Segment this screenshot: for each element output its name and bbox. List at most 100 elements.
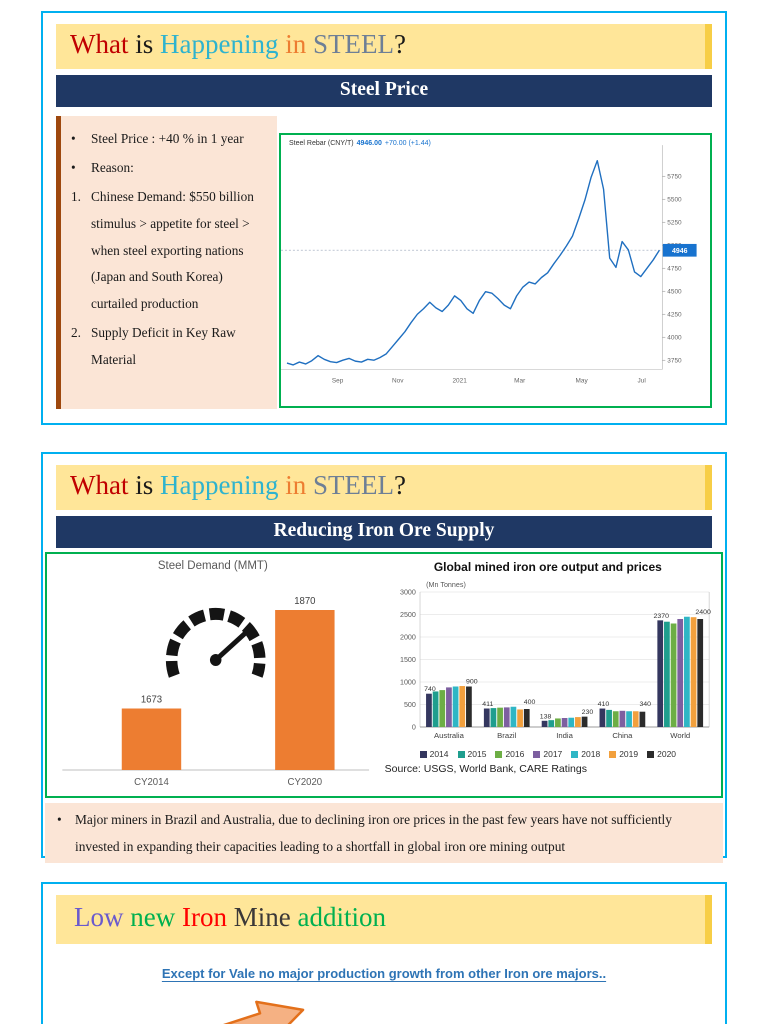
legend-swatch bbox=[609, 750, 617, 758]
svg-text:(Mn Tonnes): (Mn Tonnes) bbox=[426, 581, 466, 589]
title-part: Mine bbox=[233, 902, 298, 932]
steel-demand-bar-chart: 1673 CY2014 1870 CY2020 bbox=[62, 596, 370, 788]
steel-demand-chart: Steel Demand (MMT) 1673 CY2014 1870 CY2020 bbox=[47, 554, 379, 796]
ore-legend: 2014 2015 2016 2017 2018 2019 2020 bbox=[379, 749, 717, 759]
miners-note: • Major miners in Brazil and Australia, … bbox=[45, 803, 723, 864]
svg-text:4946: 4946 bbox=[672, 248, 688, 255]
svg-text:5250: 5250 bbox=[667, 219, 682, 226]
title-part: in bbox=[285, 470, 313, 500]
bullet-marker: • bbox=[71, 131, 76, 147]
bullet-text: Chinese Demand: $550 billion stimulus > … bbox=[91, 188, 254, 312]
slide1-content: • Steel Price : +40 % in 1 year • Reason… bbox=[56, 116, 712, 410]
svg-text:1870: 1870 bbox=[294, 596, 316, 607]
svg-text:2400: 2400 bbox=[695, 609, 711, 616]
svg-text:5750: 5750 bbox=[667, 173, 682, 180]
iron-ore-chart-title: Global mined iron ore output and prices bbox=[433, 560, 662, 575]
svg-text:900: 900 bbox=[466, 679, 478, 686]
svg-text:May: May bbox=[576, 378, 589, 385]
bullet-text: Supply Deficit in Key Raw Material bbox=[91, 325, 236, 367]
title-part: is bbox=[135, 29, 160, 59]
title-part: STEEL bbox=[312, 470, 394, 500]
iron-ore-grouped-bar-chart: 0 500 1000 1500 2000 2500 3000 (Mn Tonnes) 740 90… bbox=[400, 581, 711, 740]
vale-subtitle: Except for Vale no major production grow… bbox=[161, 966, 607, 982]
legend-item: 2016 bbox=[495, 749, 524, 759]
svg-text:740: 740 bbox=[424, 686, 436, 693]
section-header-iron-ore: Reducing Iron Ore Supply bbox=[56, 516, 712, 549]
title-part: Low bbox=[74, 902, 131, 932]
title-part: STEEL bbox=[312, 29, 394, 59]
svg-text:4500: 4500 bbox=[667, 288, 682, 295]
steel-rebar-chart-title: Steel Rebar (CNY/T) 4946.00 +70.00 (+1.44) bbox=[289, 140, 431, 147]
legend-item: 2019 bbox=[609, 749, 638, 759]
legend-swatch bbox=[457, 750, 465, 758]
svg-text:0: 0 bbox=[412, 724, 416, 732]
svg-text:411: 411 bbox=[482, 701, 493, 708]
bullet-item: 2. Supply Deficit in Key Raw Material bbox=[65, 320, 269, 374]
slide-title-banner: Low new Iron Mine addition bbox=[56, 895, 712, 945]
slide-title-banner: What is Happening in STEEL? bbox=[56, 465, 712, 511]
svg-text:Jul: Jul bbox=[638, 378, 647, 385]
bent-arrow-icon bbox=[199, 1000, 305, 1024]
svg-text:Mar: Mar bbox=[514, 378, 526, 385]
slide-iron-ore-supply: What is Happening in STEEL? Reducing Iro… bbox=[41, 452, 727, 864]
bullet-text: Steel Price : +40 % in 1 year bbox=[91, 131, 244, 147]
last-price: 4946.00 bbox=[356, 140, 382, 148]
title-part: Happening bbox=[160, 29, 286, 59]
steel-rebar-chart: Steel Rebar (CNY/T) 4946.00 +70.00 (+1.44)… bbox=[279, 133, 712, 409]
slide-title-banner: What is Happening in STEEL? bbox=[56, 24, 712, 70]
title-part: ? bbox=[393, 470, 406, 500]
svg-text:2370: 2370 bbox=[653, 613, 669, 620]
legend-swatch bbox=[647, 750, 655, 758]
svg-text:230: 230 bbox=[581, 709, 593, 716]
bullet-marker: 1. bbox=[71, 188, 81, 204]
slide-steel-price: What is Happening in STEEL? Steel Price … bbox=[41, 11, 727, 425]
svg-text:1500: 1500 bbox=[400, 656, 416, 664]
title-part: ? bbox=[393, 29, 406, 59]
svg-text:3000: 3000 bbox=[400, 589, 416, 597]
svg-text:5500: 5500 bbox=[667, 196, 682, 203]
steel-price-notes: • Steel Price : +40 % in 1 year • Reason… bbox=[56, 116, 277, 410]
svg-text:3750: 3750 bbox=[667, 357, 682, 364]
slide-low-iron-mine-addition: Low new Iron Mine addition Except for Va… bbox=[41, 882, 727, 1024]
svg-text:4750: 4750 bbox=[667, 265, 682, 272]
title-part: What bbox=[70, 470, 136, 500]
miners-note-text: Major miners in Brazil and Australia, du… bbox=[75, 812, 672, 855]
svg-text:2500: 2500 bbox=[400, 611, 416, 619]
title-part: Happening bbox=[160, 470, 286, 500]
bullet-marker: • bbox=[71, 159, 76, 175]
steel-demand-chart-title: Steel Demand (MMT) bbox=[157, 560, 268, 573]
iron-ore-output-chart: Global mined iron ore output and prices … bbox=[379, 554, 721, 796]
svg-text:500: 500 bbox=[404, 701, 416, 709]
legend-item: 2014 bbox=[419, 749, 449, 759]
legend-swatch bbox=[571, 750, 579, 758]
svg-text:CY2014: CY2014 bbox=[134, 777, 169, 788]
legend-item: 2015 bbox=[457, 749, 486, 759]
bullet-text: Reason: bbox=[91, 159, 134, 175]
svg-text:World: World bbox=[670, 731, 690, 740]
svg-text:Sep: Sep bbox=[332, 378, 344, 385]
title-part: in bbox=[285, 29, 313, 59]
chart-source: Source: USGS, World Bank, CARE Ratings bbox=[384, 763, 587, 776]
legend-swatch bbox=[533, 750, 541, 758]
legend-item: 2018 bbox=[571, 749, 600, 759]
svg-text:Brazil: Brazil bbox=[497, 731, 517, 740]
title-part: new bbox=[130, 902, 182, 932]
price-change: +70.00 (+1.44) bbox=[384, 140, 431, 148]
svg-text:1000: 1000 bbox=[400, 679, 416, 687]
svg-text:China: China bbox=[612, 731, 633, 740]
legend-swatch bbox=[495, 750, 503, 758]
steel-rebar-line-chart: 375040004250450047505000525055005750SepN… bbox=[281, 145, 697, 385]
svg-text:4000: 4000 bbox=[667, 334, 682, 341]
svg-text:India: India bbox=[556, 731, 573, 740]
bullet-item: 1. Chinese Demand: $550 billion stimulus… bbox=[65, 184, 269, 318]
title-part: addition bbox=[297, 902, 386, 932]
svg-text:CY2020: CY2020 bbox=[288, 777, 323, 788]
bullet-item: • Steel Price : +40 % in 1 year bbox=[65, 126, 269, 153]
svg-text:410: 410 bbox=[597, 701, 609, 708]
svg-text:2021: 2021 bbox=[452, 378, 467, 385]
svg-text:2000: 2000 bbox=[400, 634, 416, 642]
instrument-name: Steel Rebar (CNY/T) bbox=[289, 140, 354, 148]
section-header-steel-price: Steel Price bbox=[56, 75, 712, 108]
bullet-marker: • bbox=[57, 812, 62, 828]
title-part: is bbox=[135, 470, 160, 500]
